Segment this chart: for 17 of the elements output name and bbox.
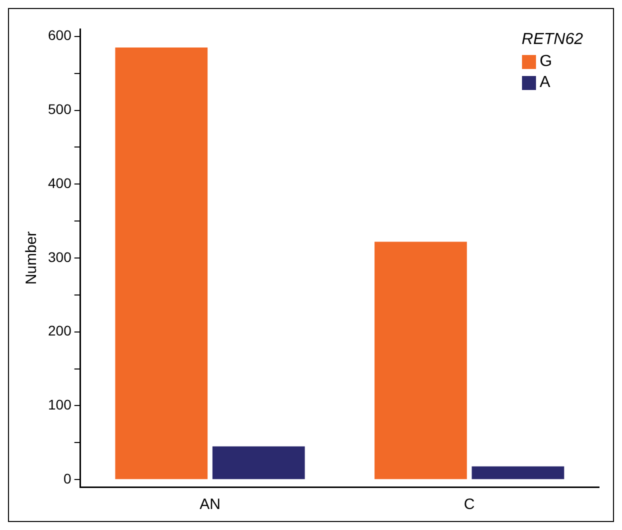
y-tick-label: 500 (48, 101, 72, 118)
y-tick-label: 400 (48, 174, 72, 191)
legend-label: G (540, 52, 552, 72)
bar (374, 242, 467, 480)
x-tick-label: C (464, 496, 475, 514)
y-tick-label: 600 (48, 27, 72, 44)
legend-title: RETN62 (522, 31, 583, 49)
y-tick-label: 100 (48, 396, 72, 413)
y-axis-title: Number (23, 231, 40, 285)
y-tick-label: 200 (48, 322, 72, 339)
bar (472, 466, 564, 480)
x-tick-label: AN (200, 496, 220, 514)
y-tick-label: 0 (64, 470, 72, 486)
y-tick-label: 300 (48, 248, 72, 265)
bar (212, 446, 305, 480)
bar (115, 47, 208, 480)
legend-label: A (540, 73, 550, 93)
